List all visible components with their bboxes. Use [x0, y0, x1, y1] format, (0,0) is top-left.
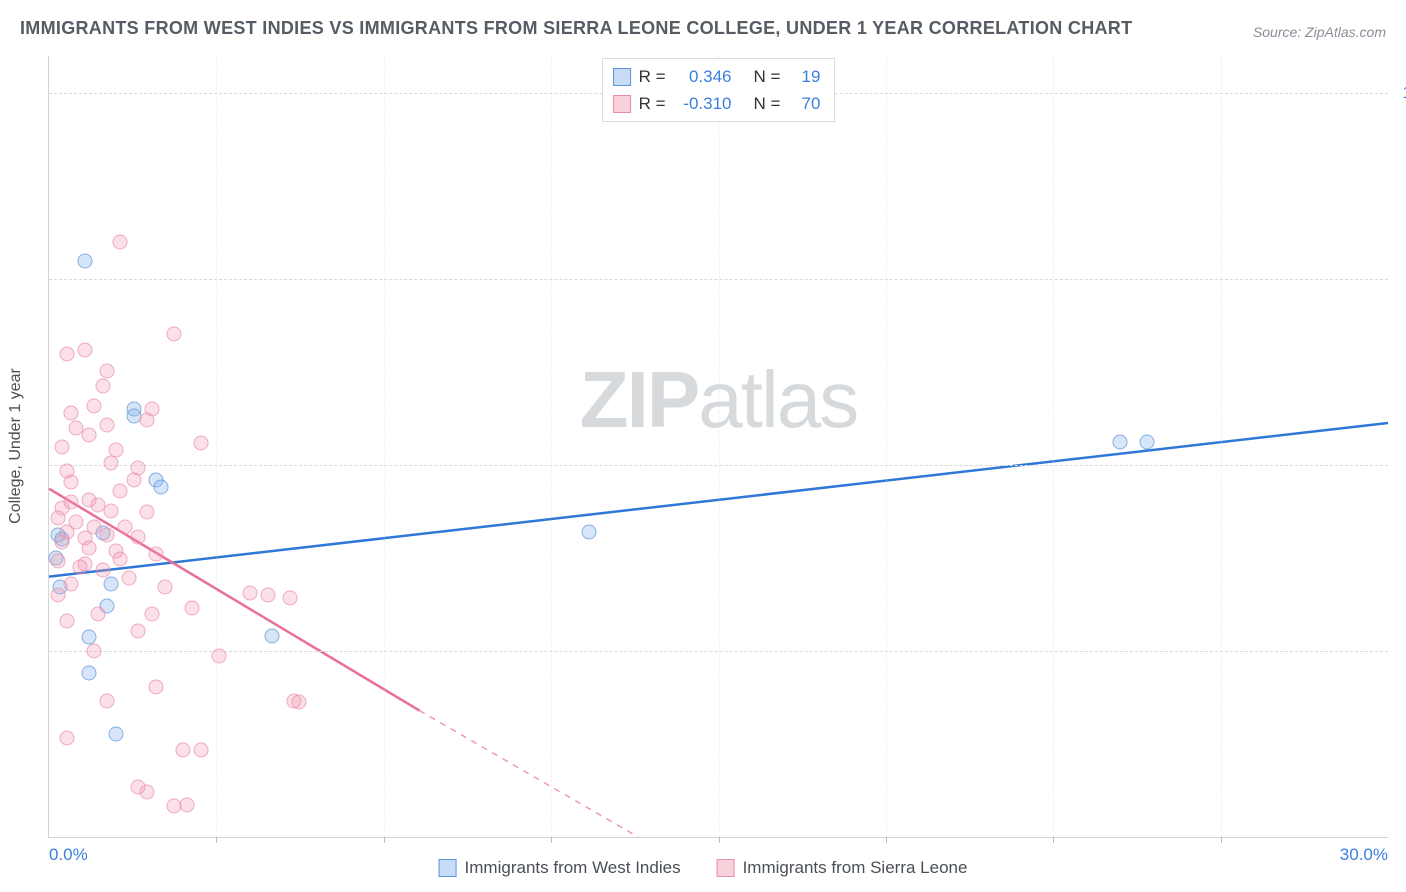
series-legend: Immigrants from West Indies Immigrants fr…: [439, 858, 968, 878]
legend-swatch: [717, 859, 735, 877]
y-tick-label: 70.0%: [1400, 455, 1406, 475]
data-point: [77, 342, 92, 357]
data-point: [59, 346, 74, 361]
data-point: [265, 629, 280, 644]
data-point: [55, 439, 70, 454]
data-point: [193, 435, 208, 450]
legend-item: Immigrants from Sierra Leone: [717, 858, 968, 878]
data-point: [59, 730, 74, 745]
data-point: [50, 553, 65, 568]
chart-title: IMMIGRANTS FROM WEST INDIES VS IMMIGRANT…: [20, 18, 1132, 39]
data-point: [82, 541, 97, 556]
legend-swatch: [613, 95, 631, 113]
data-point: [100, 693, 115, 708]
correlation-legend: R =0.346 N =19 R =-0.310 N =70: [602, 58, 836, 122]
scatter-chart: ZIPatlas R =0.346 N =19 R =-0.310 N =70 …: [48, 56, 1388, 838]
data-point: [104, 455, 119, 470]
data-point: [582, 525, 597, 540]
legend-item: Immigrants from West Indies: [439, 858, 681, 878]
data-point: [122, 570, 137, 585]
data-point: [77, 253, 92, 268]
data-point: [104, 577, 119, 592]
source-attribution: Source: ZipAtlas.com: [1253, 24, 1386, 40]
data-point: [166, 799, 181, 814]
data-point: [144, 606, 159, 621]
data-point: [260, 588, 275, 603]
data-point: [1139, 434, 1154, 449]
data-point: [193, 743, 208, 758]
data-point: [64, 577, 79, 592]
data-point: [64, 475, 79, 490]
data-point: [113, 552, 128, 567]
y-axis-label: College, Under 1 year: [7, 368, 25, 524]
data-point: [95, 563, 110, 578]
data-point: [140, 505, 155, 520]
data-point: [100, 527, 115, 542]
data-point: [86, 398, 101, 413]
data-point: [149, 679, 164, 694]
data-point: [1113, 434, 1128, 449]
data-point: [91, 497, 106, 512]
data-point: [175, 743, 190, 758]
data-point: [108, 727, 123, 742]
data-point: [100, 418, 115, 433]
data-point: [95, 378, 110, 393]
data-point: [149, 547, 164, 562]
data-point: [91, 606, 106, 621]
legend-stat-row: R =0.346 N =19: [613, 63, 821, 90]
data-point: [68, 420, 83, 435]
x-tick-label: 30.0%: [1340, 845, 1388, 865]
legend-stat-row: R =-0.310 N =70: [613, 90, 821, 117]
legend-swatch: [439, 859, 457, 877]
data-point: [211, 649, 226, 664]
data-point: [180, 797, 195, 812]
data-point: [117, 520, 132, 535]
data-point: [131, 780, 146, 795]
y-tick-label: 55.0%: [1400, 641, 1406, 661]
y-tick-label: 85.0%: [1400, 269, 1406, 289]
data-point: [184, 600, 199, 615]
data-point: [131, 529, 146, 544]
data-point: [64, 406, 79, 421]
data-point: [113, 234, 128, 249]
data-point: [50, 511, 65, 526]
data-point: [113, 484, 128, 499]
data-point: [140, 413, 155, 428]
data-point: [242, 585, 257, 600]
data-point: [126, 472, 141, 487]
data-point: [131, 624, 146, 639]
data-point: [82, 428, 97, 443]
data-point: [100, 363, 115, 378]
data-point: [153, 480, 168, 495]
data-point: [55, 534, 70, 549]
data-point: [86, 644, 101, 659]
legend-swatch: [613, 68, 631, 86]
data-point: [158, 579, 173, 594]
data-point: [64, 495, 79, 510]
data-point: [50, 588, 65, 603]
data-point: [283, 590, 298, 605]
data-point: [59, 614, 74, 629]
data-point: [291, 694, 306, 709]
data-point: [166, 326, 181, 341]
data-point: [77, 557, 92, 572]
data-point: [82, 666, 97, 681]
data-point: [104, 503, 119, 518]
x-tick-label: 0.0%: [49, 845, 88, 865]
y-tick-label: 100.0%: [1400, 83, 1406, 103]
